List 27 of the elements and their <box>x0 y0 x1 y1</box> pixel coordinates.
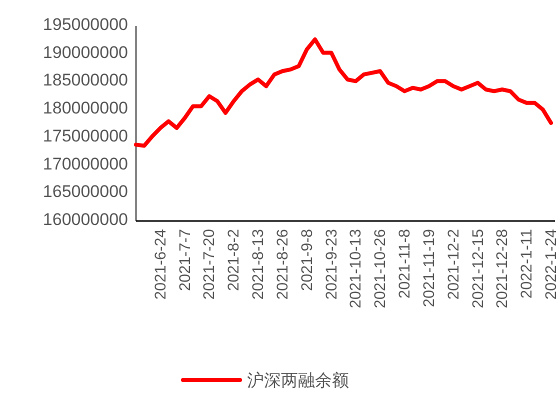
x-tick-label: 2021-7-20 <box>201 228 218 300</box>
x-tick-label: 2021-8-13 <box>250 229 268 300</box>
x-tick-label: 2021-7-7 <box>176 229 194 292</box>
x-tick-label: 2021-8-26 <box>274 229 292 300</box>
x-tick-label: 2021-11-19 <box>420 229 438 308</box>
x-tick-label: 2022-1-24 <box>543 228 559 300</box>
x-tick-label: 2021-8-2 <box>226 229 243 292</box>
x-tick-label: 2021-11-8 <box>396 229 414 299</box>
x-tick-label: 2022-1-11 <box>518 229 536 299</box>
y-tick-label: 195000000 <box>42 15 128 34</box>
x-tick-label: 2021-12-2 <box>445 229 462 300</box>
x-tick-label: 2021-10-13 <box>348 229 365 308</box>
y-tick-label: 160000000 <box>42 210 128 229</box>
x-tick-label: 2021-9-23 <box>323 229 340 300</box>
x-tick-label: 2021-6-24 <box>152 228 170 300</box>
y-tick-label: 175000000 <box>42 126 128 146</box>
legend-label: 沪深两融余额 <box>247 371 349 390</box>
y-tick-label: 165000000 <box>42 182 128 202</box>
y-tick-label: 185000000 <box>42 70 128 90</box>
x-tick-label: 2021-12-28 <box>494 229 512 308</box>
x-tick-label: 2021-12-15 <box>470 229 487 308</box>
y-tick-label: 190000000 <box>42 42 128 62</box>
x-tick-label: 2021-10-26 <box>372 229 390 308</box>
x-tick-label: 2021-9-8 <box>298 229 316 292</box>
line-series <box>134 37 553 148</box>
y-tick-label: 180000000 <box>42 98 128 118</box>
y-tick-label: 170000000 <box>42 154 128 174</box>
